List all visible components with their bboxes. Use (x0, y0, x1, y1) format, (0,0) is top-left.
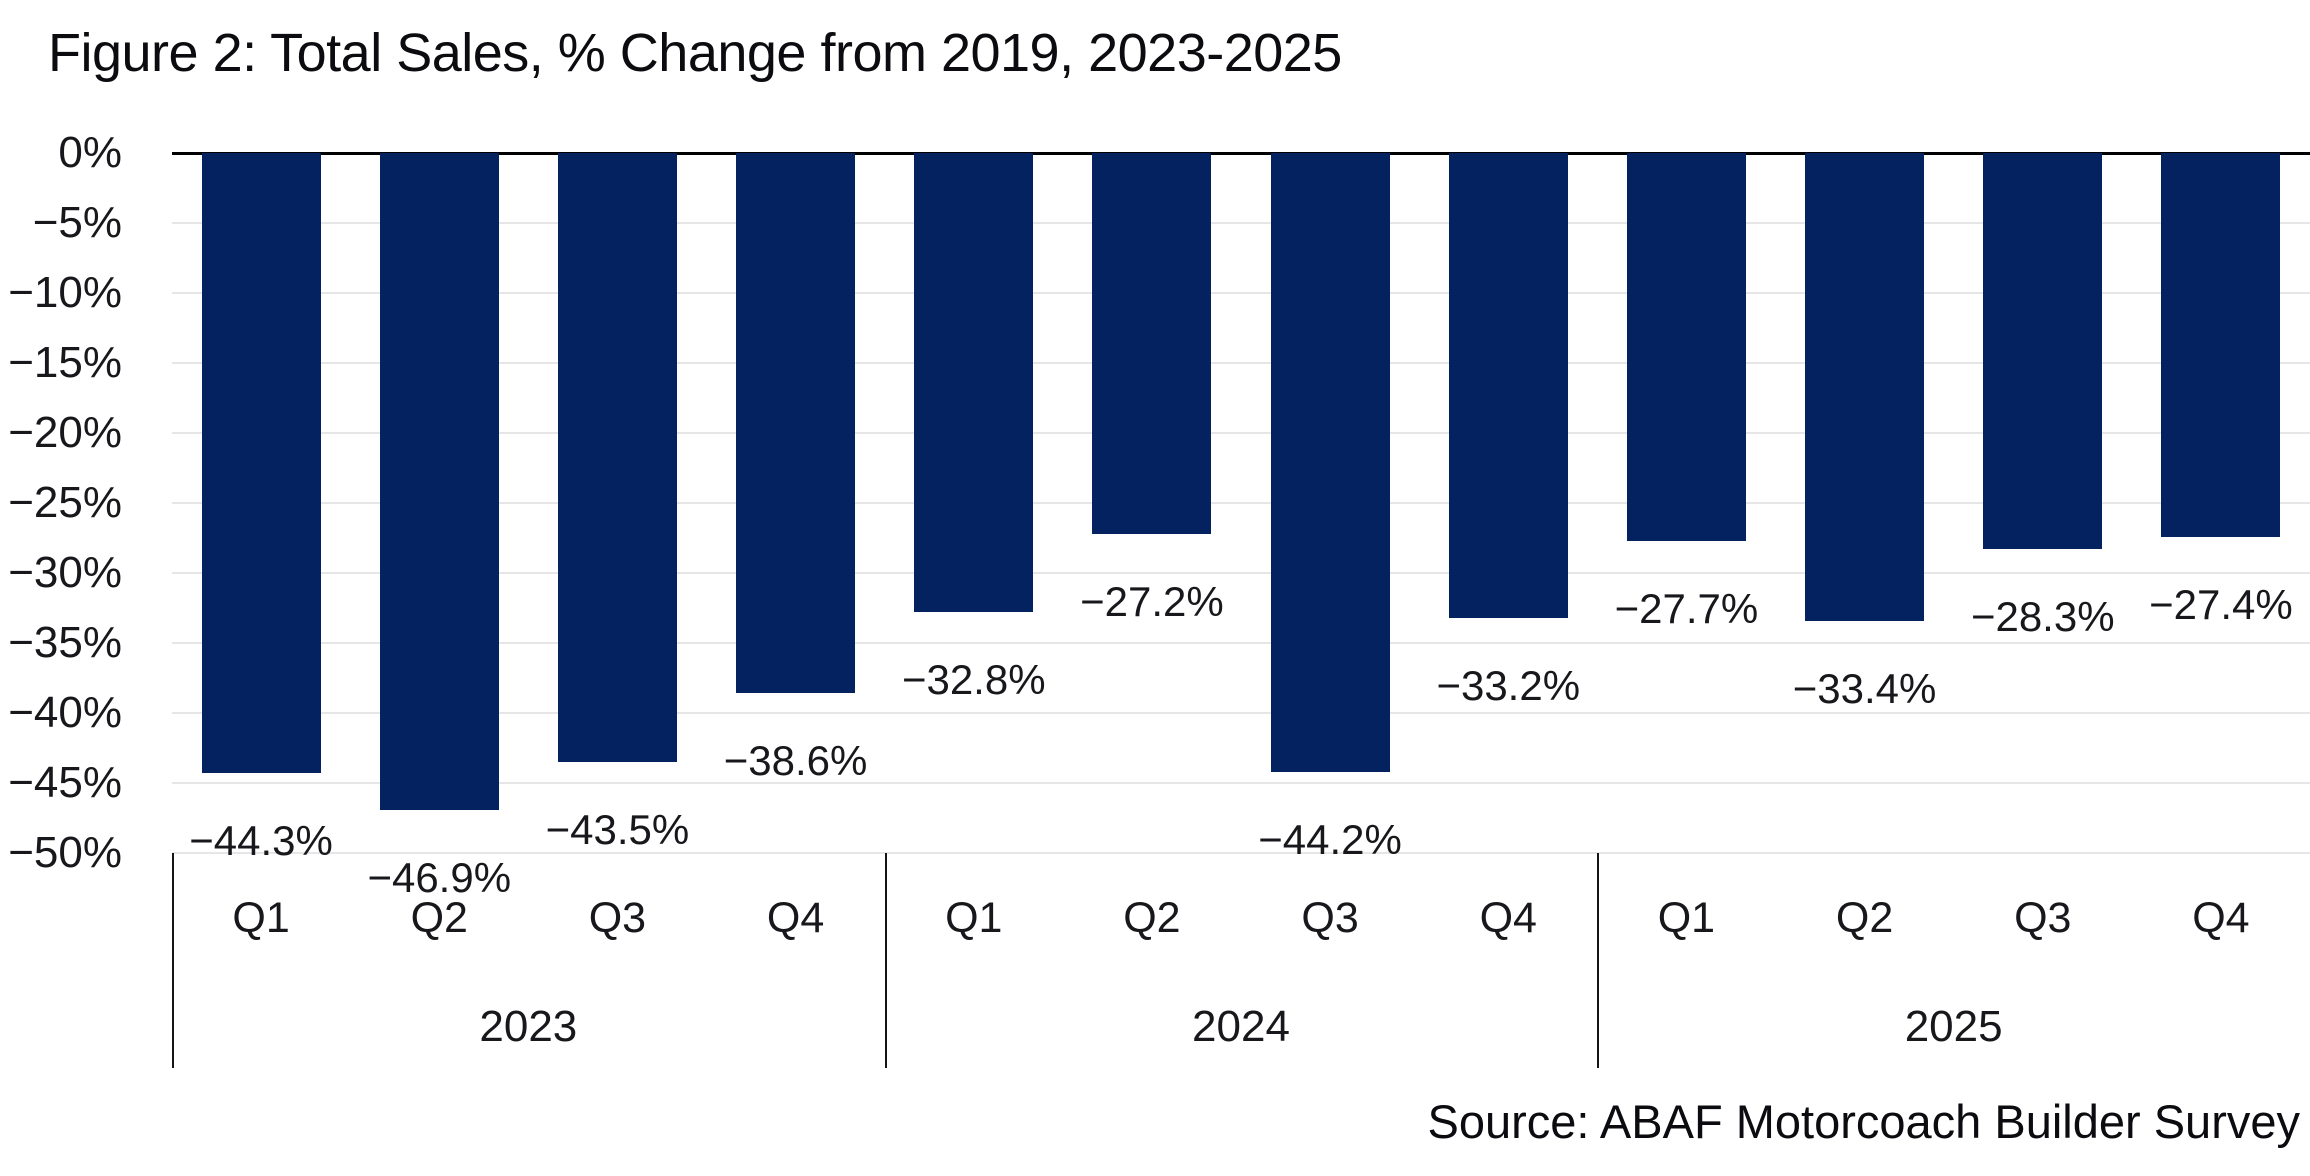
gridline (172, 292, 2310, 294)
gridline (172, 432, 2310, 434)
y-axis-tick-label: −20% (8, 408, 122, 457)
y-axis-tick-label: 0% (58, 128, 122, 177)
bar-value-label: −44.2% (1258, 815, 1402, 863)
y-axis-tick-label: −45% (8, 758, 122, 807)
bar (1805, 153, 1925, 621)
x-axis-year-label: 2023 (479, 1002, 578, 1051)
x-axis-quarter-label: Q4 (766, 894, 825, 942)
bar-value-label: −32.8% (901, 656, 1046, 704)
gridline (172, 572, 2310, 574)
x-axis-quarter-label: Q3 (588, 894, 647, 942)
x-axis-quarter-label: Q3 (1301, 894, 1359, 942)
year-group-separator (1597, 853, 1600, 1068)
year-group-separator (172, 853, 174, 1068)
zero-axis-line (172, 151, 2310, 155)
bar-value-label: −33.4% (1792, 664, 1937, 712)
gridline (172, 642, 2310, 644)
gridline (172, 782, 2310, 784)
x-axis-quarter-label: Q4 (2192, 894, 2250, 942)
y-axis-tick-label: −35% (8, 618, 122, 667)
y-axis-tick-label: −5% (32, 198, 122, 247)
x-axis-quarter-label: Q1 (232, 894, 290, 942)
bar-value-label: −33.2% (1436, 661, 1581, 709)
y-axis-tick-label: −25% (8, 478, 122, 527)
gridline (172, 852, 2310, 854)
gridline (172, 362, 2310, 364)
x-axis-quarter-label: Q2 (1123, 894, 1181, 942)
bar-value-label: −38.6% (723, 737, 868, 785)
bar (557, 153, 677, 762)
y-axis-tick-label: −50% (8, 828, 122, 877)
bar-value-label: −27.4% (2149, 580, 2293, 628)
bar-value-label: −28.3% (1970, 593, 2115, 641)
x-axis-quarter-label: Q2 (410, 894, 468, 942)
gridline (172, 502, 2310, 504)
bar-value-label: −46.9% (367, 853, 512, 901)
x-axis-quarter-label: Q1 (945, 894, 1003, 942)
x-axis-year-label: 2025 (1904, 1002, 2003, 1051)
bar (2161, 153, 2281, 537)
gridline (172, 712, 2310, 714)
bar-value-label: −44.3% (189, 817, 333, 865)
chart-title: Figure 2: Total Sales, % Change from 201… (48, 23, 1342, 83)
bar (1626, 153, 1746, 541)
bar (736, 153, 856, 694)
bar (379, 153, 499, 810)
bar (201, 153, 321, 774)
bar (1448, 153, 1568, 618)
bar-value-label: −27.2% (1080, 577, 1224, 625)
gridline (172, 222, 2310, 224)
bar (914, 153, 1034, 613)
x-axis-quarter-label: Q4 (1479, 894, 1537, 942)
y-axis-tick-label: −40% (8, 688, 122, 737)
y-axis-tick-label: −10% (8, 268, 122, 317)
bar (1983, 153, 2103, 550)
source-note: Source: ABAF Motorcoach Builder Survey (1427, 1095, 2300, 1148)
x-axis-year-label: 2024 (1192, 1002, 1290, 1051)
bar-value-label: −27.7% (1614, 584, 1759, 632)
x-axis-quarter-label: Q3 (2014, 894, 2072, 942)
y-axis-tick-label: −30% (8, 548, 122, 597)
bar-value-label: −43.5% (545, 806, 690, 853)
x-axis-quarter-label: Q1 (1657, 894, 1716, 942)
y-axis-tick-label: −15% (8, 338, 122, 387)
year-group-separator (884, 853, 887, 1068)
x-axis-quarter-label: Q2 (1835, 894, 1894, 942)
bar (1270, 153, 1390, 772)
bar (1092, 153, 1212, 534)
